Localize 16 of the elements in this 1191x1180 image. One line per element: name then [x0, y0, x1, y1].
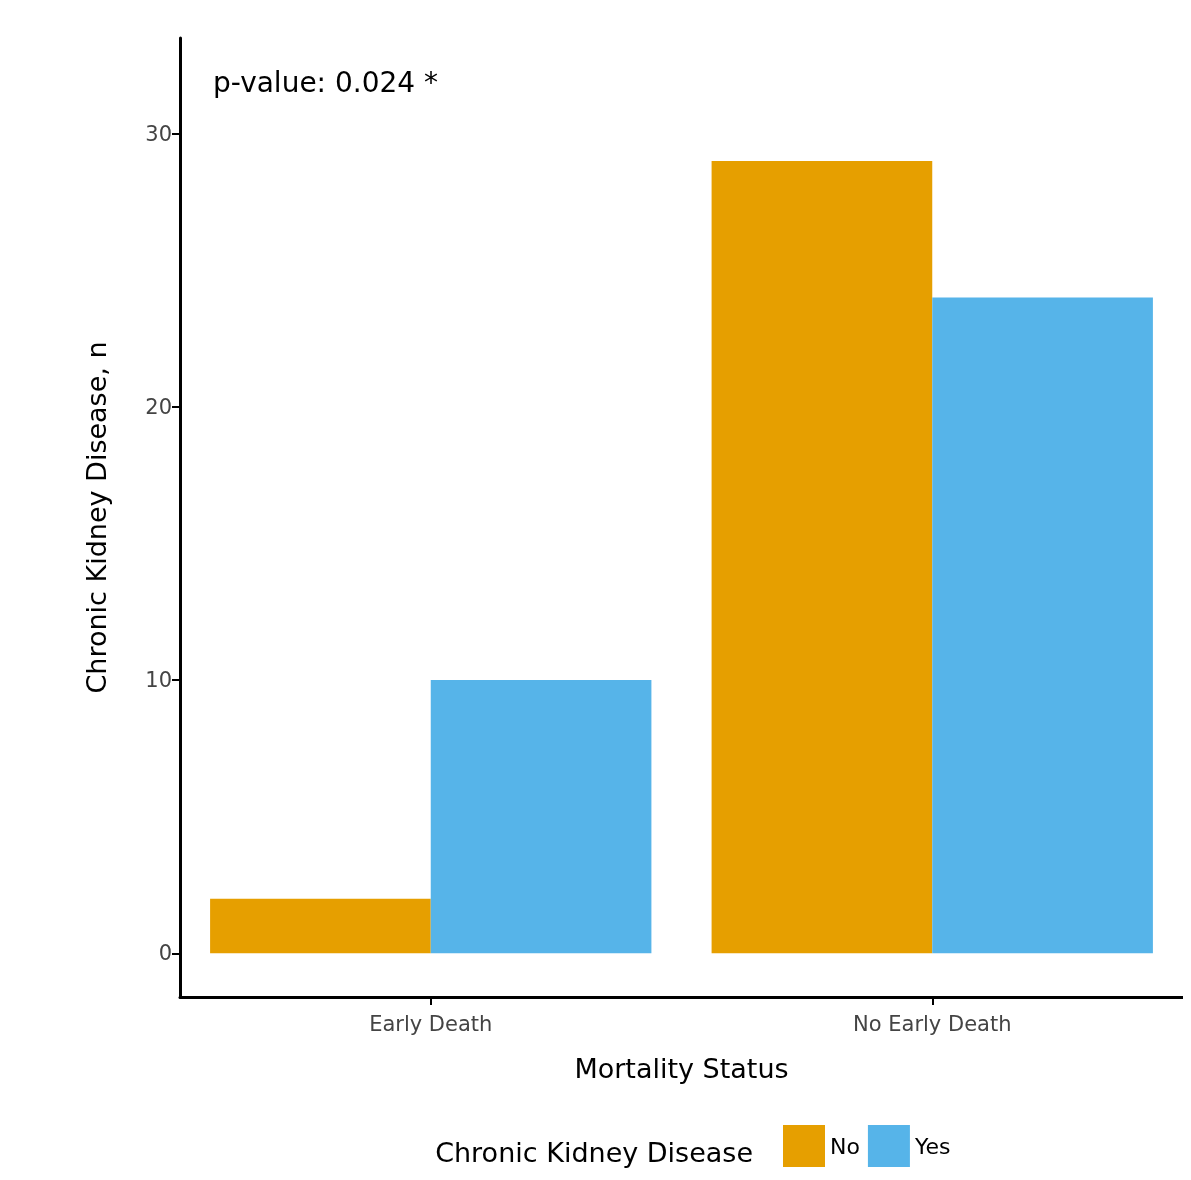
y-axis-title: Chronic Kidney Disease, n	[81, 341, 112, 694]
x-axis-title: Mortality Status	[574, 1053, 789, 1084]
y-tick-label: 0	[158, 941, 172, 966]
legend-title: Chronic Kidney Disease	[435, 1137, 753, 1168]
x-tick-label: Early Death	[369, 1011, 493, 1036]
x-tick-label: No Early Death	[853, 1011, 1012, 1036]
legend-label: No	[830, 1133, 860, 1159]
y-tick-label: 30	[145, 121, 172, 146]
bar	[430, 680, 652, 954]
legend-label: Yes	[913, 1133, 951, 1159]
y-tick-label: 10	[145, 668, 172, 693]
bar	[711, 160, 933, 954]
annotation: p-value: 0.024 *	[213, 65, 438, 99]
bar	[932, 297, 1153, 954]
bar	[210, 898, 431, 954]
y-tick-label: 20	[145, 394, 172, 419]
